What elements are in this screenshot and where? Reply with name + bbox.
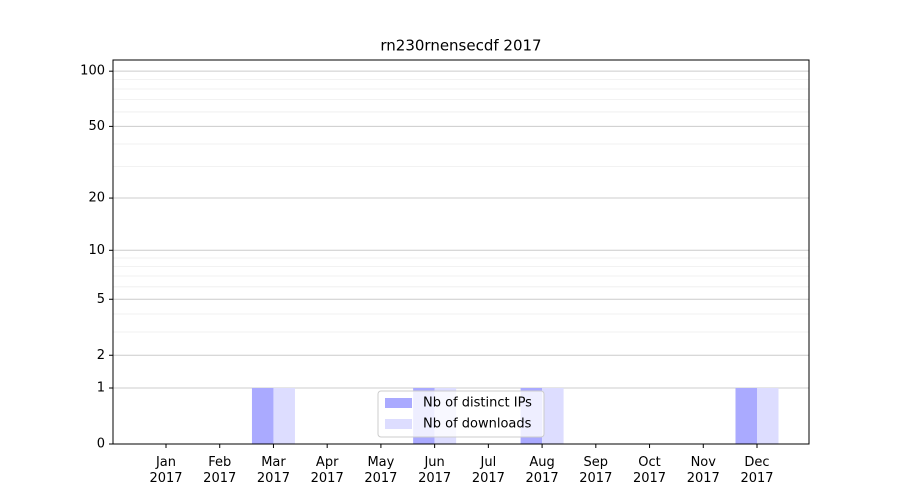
y-tick-label: 5 — [97, 292, 105, 307]
x-tick-label: Jun 2017 — [418, 455, 451, 486]
chart-title: rn230rnensecdf 2017 — [380, 37, 541, 55]
y-tick-label: 10 — [88, 243, 105, 258]
legend: Nb of distinct IPs Nb of downloads — [377, 390, 545, 438]
x-tick-label: Aug 2017 — [526, 455, 559, 486]
legend-label: Nb of distinct IPs — [423, 396, 532, 411]
bar — [542, 388, 564, 444]
legend-label: Nb of downloads — [423, 417, 532, 432]
bar — [757, 388, 779, 444]
bar — [251, 388, 274, 444]
x-tick-label: Nov 2017 — [687, 455, 720, 486]
y-tick-label: 50 — [88, 119, 105, 134]
x-tick-label: Feb 2017 — [203, 455, 236, 486]
y-tick-label: 0 — [97, 437, 105, 452]
y-tick-label: 2 — [97, 348, 105, 363]
x-tick-label: Oct 2017 — [633, 455, 666, 486]
x-tick-label: Jan 2017 — [149, 455, 182, 486]
legend-box — [377, 390, 545, 438]
x-tick-label: Apr 2017 — [311, 455, 344, 486]
legend-swatch — [385, 398, 412, 408]
x-tick-label: Sep 2017 — [579, 455, 612, 486]
y-tick-label: 1 — [97, 381, 105, 396]
bar — [735, 388, 757, 444]
x-tick-label: Dec 2017 — [740, 455, 773, 486]
bar — [273, 388, 295, 444]
x-tick-label: Jul 2017 — [472, 455, 505, 486]
x-tick-label: Mar 2017 — [257, 455, 290, 486]
y-tick-label: 20 — [88, 191, 105, 206]
y-tick-label: 100 — [80, 64, 105, 79]
plot-frame — [112, 59, 810, 445]
legend-swatch — [385, 419, 412, 429]
x-tick-label: May 2017 — [364, 455, 397, 486]
